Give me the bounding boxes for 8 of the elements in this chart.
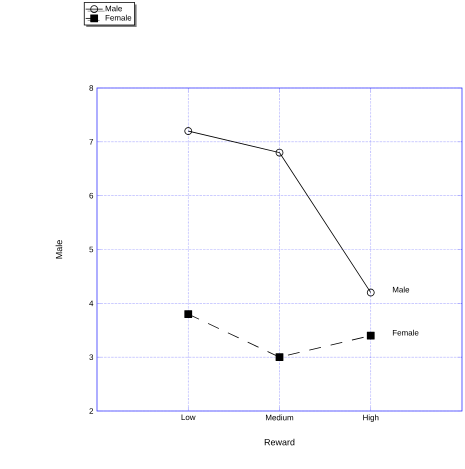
point [276, 353, 284, 362]
point [276, 148, 284, 156]
x-axis-title: Reward [264, 438, 294, 446]
point [366, 288, 375, 296]
point [184, 310, 192, 318]
y-axis-title: Male [56, 240, 62, 258]
point [366, 332, 375, 340]
point [184, 127, 192, 135]
